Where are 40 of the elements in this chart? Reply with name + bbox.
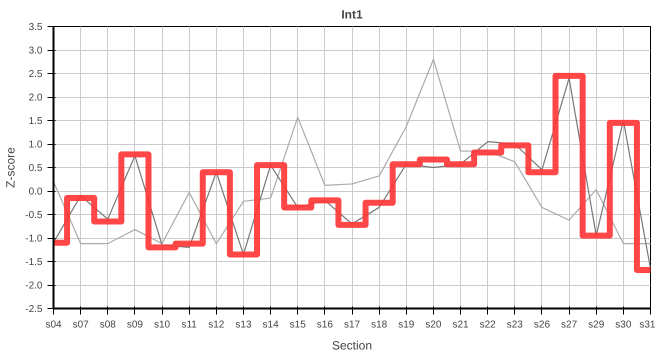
x-tick-label: s10	[154, 320, 171, 330]
line-series	[54, 58, 650, 244]
y-tick-label: 2.5	[28, 69, 43, 80]
x-tick-label: s19	[398, 320, 415, 330]
chart-title: Int1	[341, 8, 363, 22]
y-tick-label: 3.0	[28, 46, 43, 56]
y-axis-title: Z-score	[3, 146, 18, 188]
x-tick-label: s22	[480, 320, 496, 330]
x-axis-title: Section	[332, 338, 372, 352]
x-tick-label: s07	[72, 320, 90, 330]
x-tick-label: s23	[506, 320, 524, 330]
y-tick-label: -1.0	[25, 234, 43, 244]
y-tick-label: 1.0	[28, 140, 43, 150]
y-tick-label: -2.0	[25, 280, 43, 292]
x-tick-label: s13	[235, 320, 252, 330]
x-tick-label: s29	[588, 320, 605, 330]
y-tick-label: -2.5	[25, 304, 43, 315]
x-tick-label: s12	[208, 320, 225, 330]
x-tick-label: s17	[344, 320, 360, 330]
y-tick-label: -1.5	[25, 257, 43, 268]
y-tick-label: 3.5	[28, 22, 43, 33]
y-tick-label: 1.5	[28, 116, 43, 127]
x-tick-label: s08	[100, 320, 116, 330]
y-tick-label: 0.0	[28, 186, 43, 198]
x-tick-label: s16	[316, 320, 334, 330]
x-tick-label: s20	[425, 320, 442, 330]
x-tick-label: s04	[45, 320, 62, 330]
y-tick-label: 2.0	[28, 92, 43, 104]
x-tick-label: s14	[262, 320, 280, 330]
y-tick-label: 0.5	[28, 163, 43, 174]
x-tick-label: s30	[615, 320, 632, 330]
x-tick-label: s15	[290, 320, 306, 330]
x-tick-label: s31	[639, 320, 656, 330]
x-tick-label: s18	[371, 320, 388, 330]
x-tick-label: s09	[126, 320, 144, 330]
x-tick-label: s26	[534, 320, 550, 330]
x-tick-label: s27	[561, 320, 578, 330]
x-tick-label: s21	[452, 320, 470, 330]
y-tick-label: -0.5	[25, 210, 43, 221]
x-tick-label: s11	[181, 320, 198, 330]
